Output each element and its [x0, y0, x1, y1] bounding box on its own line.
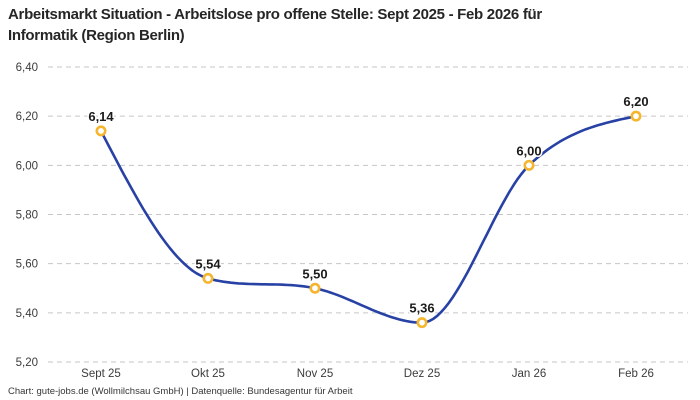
page-title: Arbeitsmarkt Situation - Arbeitslose pro… [8, 4, 696, 46]
x-tick-label: Nov 25 [297, 368, 333, 380]
x-tick-label: Okt 25 [191, 368, 225, 380]
x-axis-tick-labels: Sept 25 Okt 25 Nov 25 Dez 25 Jan 26 Feb … [81, 368, 654, 380]
page-title-line-1: Arbeitsmarkt Situation - Arbeitslose pro… [8, 6, 542, 23]
y-tick-label: 6,40 [16, 62, 38, 74]
x-tick-label: Sept 25 [81, 368, 121, 380]
y-axis-tick-labels: 6,40 6,20 6,00 5,80 5,60 5,40 5,20 [16, 62, 38, 369]
x-tick-label: Jan 26 [512, 368, 547, 380]
data-point-label: 5,36 [409, 301, 434, 316]
data-point-label: 5,50 [302, 266, 327, 281]
data-point-marker [416, 317, 428, 329]
data-point-markers [95, 110, 642, 329]
data-point-marker [523, 159, 535, 171]
y-tick-label: 5,60 [16, 259, 38, 271]
data-point-label: 5,54 [195, 256, 221, 271]
chart-footer-credit: Chart: gute-jobs.de (Wollmilchsau GmbH) … [8, 386, 353, 397]
y-tick-label: 5,80 [16, 210, 38, 222]
x-tick-label: Dez 25 [404, 368, 440, 380]
y-tick-label: 5,40 [16, 308, 38, 320]
data-point-label: 6,00 [516, 143, 541, 158]
data-point-label: 6,20 [623, 94, 648, 109]
data-point-marker [309, 282, 321, 294]
data-point-marker [95, 125, 107, 137]
data-point-marker [630, 110, 642, 122]
y-tick-label: 5,20 [16, 357, 38, 369]
data-point-label: 6,14 [88, 109, 114, 124]
y-tick-label: 6,00 [16, 160, 38, 172]
trend-line [99, 114, 638, 324]
gridlines [48, 66, 688, 363]
data-point-labels: 6,14 5,54 5,50 5,36 6,00 6,20 [87, 93, 650, 317]
y-tick-label: 6,20 [16, 111, 38, 123]
data-point-marker [202, 272, 214, 284]
page-title-line-2: Informatik (Region Berlin) [8, 27, 185, 44]
x-tick-label: Feb 26 [618, 368, 654, 380]
